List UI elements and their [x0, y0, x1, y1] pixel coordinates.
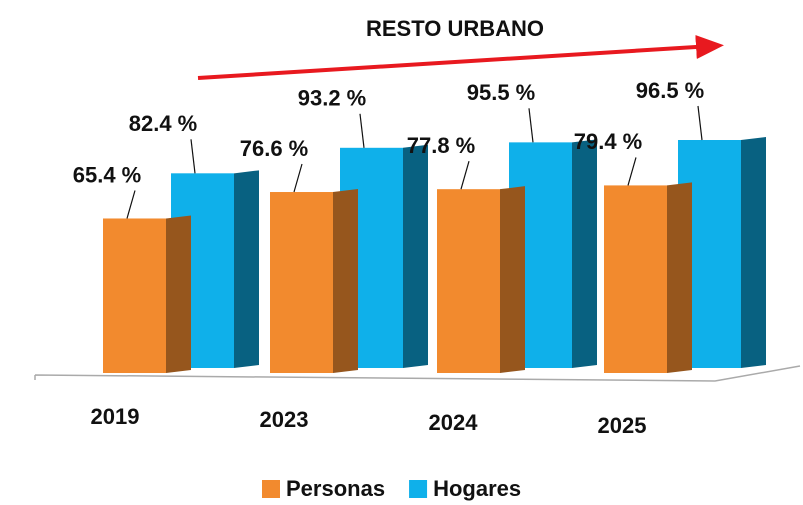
bar: [103, 218, 166, 373]
x-tick-label: 2023: [260, 407, 309, 432]
x-tick-label: 2019: [91, 404, 140, 429]
bar: [437, 189, 500, 373]
bar-side: [403, 144, 428, 368]
bar-side: [741, 137, 766, 368]
value-label: 82.4 %: [129, 111, 198, 136]
leader-line: [627, 157, 637, 186]
leader-line: [359, 113, 365, 148]
bar-side: [166, 215, 191, 373]
value-label: 95.5 %: [467, 80, 536, 105]
value-label: 93.2 %: [298, 86, 367, 111]
x-tick-label: 2025: [598, 413, 647, 438]
value-label: 65.4 %: [73, 162, 142, 187]
legend-swatch: [409, 480, 428, 498]
floor: [34, 365, 801, 382]
value-label: 76.6 %: [240, 136, 309, 161]
value-label: 79.4 %: [574, 129, 643, 154]
leader-line: [460, 161, 470, 190]
legend-label: Hogares: [433, 476, 521, 501]
bar-side: [667, 182, 692, 373]
chart-title: RESTO URBANO: [366, 16, 544, 41]
legend-label: Personas: [286, 476, 385, 501]
trend-arrow: [197, 35, 724, 80]
bar: [270, 192, 333, 373]
bar: [604, 185, 667, 373]
legend-swatch: [262, 480, 280, 498]
bar-side: [234, 170, 259, 368]
bar-side: [333, 189, 358, 373]
value-label: 77.8 %: [407, 133, 476, 158]
x-tick-label: 2024: [429, 410, 479, 435]
leader-line: [293, 163, 303, 193]
leader-line: [190, 139, 196, 174]
bar-side: [572, 139, 597, 368]
leader-line: [697, 105, 703, 141]
bar-side: [500, 186, 525, 373]
value-label: 96.5 %: [636, 78, 705, 103]
leader-line: [528, 108, 534, 143]
leader-line: [126, 190, 136, 219]
